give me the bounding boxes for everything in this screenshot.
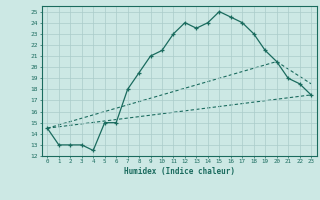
X-axis label: Humidex (Indice chaleur): Humidex (Indice chaleur) [124,167,235,176]
